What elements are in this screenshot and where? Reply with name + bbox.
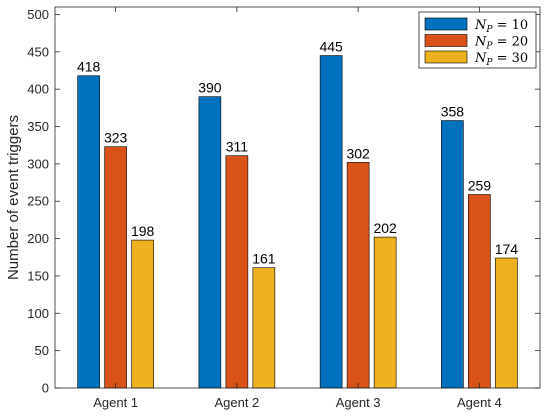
data-label-1-4: 358 <box>441 104 465 120</box>
y-tick-label: 50 <box>35 343 49 358</box>
y-tick-label: 250 <box>27 194 49 209</box>
bar-1-3 <box>319 55 343 389</box>
y-tick-label: 350 <box>27 119 49 134</box>
bar-2-1 <box>104 146 127 389</box>
data-label-2-1: 323 <box>104 130 128 146</box>
bar-2-4 <box>468 194 491 389</box>
bar-3-1 <box>131 239 154 389</box>
data-label-3-1: 198 <box>131 223 155 239</box>
plot-area-frame <box>54 6 541 389</box>
data-labels-layer: 418 323 198 390 311 161 445 302 202 358 259 174 <box>77 39 518 267</box>
y-tick-label: 0 <box>42 381 49 396</box>
bar-3-2 <box>252 267 276 389</box>
x-tick-label-2: Agent 2 <box>214 395 259 410</box>
bar-3-4 <box>495 257 518 389</box>
y-tick-label: 200 <box>27 231 49 246</box>
data-label-1-3: 445 <box>319 39 343 55</box>
data-label-2-3: 302 <box>346 145 370 161</box>
bar-3-3 <box>373 236 397 389</box>
data-label-3-2: 161 <box>252 251 276 267</box>
y-tick-label: 300 <box>27 156 49 171</box>
legend-swatch-3 <box>424 50 468 64</box>
y-axis-label: Number of event triggers <box>5 115 22 280</box>
legend-label-3: NP = 30 <box>474 51 528 68</box>
data-label-3-4: 174 <box>495 241 519 257</box>
data-label-3-3: 202 <box>373 220 397 236</box>
bars-layer <box>77 55 518 389</box>
data-label-1-1: 418 <box>77 59 101 75</box>
y-tick-label: 100 <box>27 306 49 321</box>
legend-label-1: NP = 10 <box>474 18 528 35</box>
y-tick-label: 400 <box>27 82 49 97</box>
data-label-1-2: 390 <box>198 80 222 96</box>
bar-1-1 <box>77 75 100 389</box>
y-tick-label: 450 <box>27 44 49 59</box>
legend-swatch-2 <box>424 34 468 47</box>
legend-swatch-1 <box>424 17 468 31</box>
y-tick-label: 150 <box>27 268 49 283</box>
x-tick-label-1: Agent 1 <box>93 395 138 410</box>
bar-1-2 <box>198 96 222 389</box>
data-label-2-4: 259 <box>468 178 492 194</box>
x-tick-label-4: Agent 4 <box>457 395 502 410</box>
data-label-2-2: 311 <box>226 139 249 155</box>
bar-1-4 <box>441 120 464 389</box>
legend-label-2: NP = 20 <box>474 35 528 52</box>
axes-layer: 0 50 100 150 200 250 300 350 400 450 500 Agent 1 Age… <box>27 6 541 410</box>
bar-2-3 <box>346 162 370 389</box>
x-tick-label-3: Agent 3 <box>336 395 381 410</box>
bar-2-2 <box>225 155 249 389</box>
y-tick-label: 500 <box>27 7 49 22</box>
